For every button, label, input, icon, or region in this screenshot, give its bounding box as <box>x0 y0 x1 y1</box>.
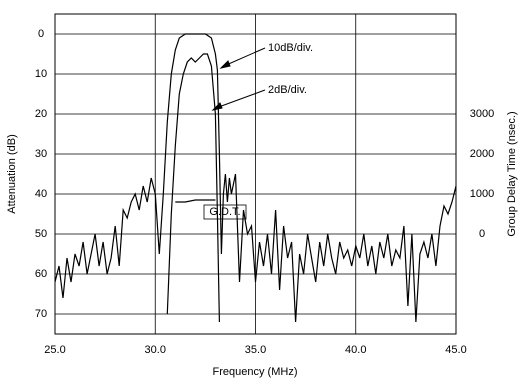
y2-tick-label: 1000 <box>470 188 494 200</box>
x-tick-label: 45.0 <box>445 344 466 356</box>
series-line <box>175 199 216 203</box>
y-tick-label: 40 <box>35 188 47 200</box>
x-tick-label: 30.0 <box>145 344 166 356</box>
annotation-arrows <box>211 47 266 111</box>
y-tick-label: 60 <box>35 268 47 280</box>
y2-tick-label: 0 <box>479 228 485 240</box>
series-line <box>166 53 220 323</box>
y2-tick-label: 3000 <box>470 108 494 120</box>
x-tick-label: 35.0 <box>245 344 266 356</box>
x-axis-label: Frequency (MHz) <box>213 366 298 378</box>
y-tick-label: 50 <box>35 228 47 240</box>
y2-axis-label: Group Delay Time (nsec.) <box>506 111 518 236</box>
x-tick-label: 25.0 <box>44 344 65 356</box>
y2-tick-label: 2000 <box>470 148 494 160</box>
y-tick-label: 30 <box>35 148 47 160</box>
y-tick-label: 0 <box>38 28 44 40</box>
y-tick-label: 10 <box>35 68 47 80</box>
y-tick-label: 20 <box>35 108 47 120</box>
series-line <box>54 33 457 323</box>
series-label: G.D.T. <box>209 206 240 218</box>
series-label: 10dB/div. <box>268 42 313 54</box>
y-axis-label: Attenuation (dB) <box>6 134 18 214</box>
series-label: 2dB/div. <box>268 84 307 96</box>
gdt-label-box <box>203 204 247 220</box>
y-tick-label: 70 <box>35 308 47 320</box>
x-tick-label: 40.0 <box>345 344 366 356</box>
